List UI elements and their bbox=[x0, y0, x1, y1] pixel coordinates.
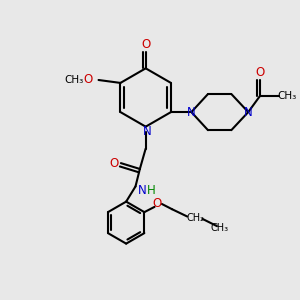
Text: H: H bbox=[147, 184, 156, 197]
Text: O: O bbox=[141, 38, 150, 51]
Text: N: N bbox=[143, 125, 152, 138]
Text: N: N bbox=[244, 106, 253, 118]
Text: O: O bbox=[83, 74, 92, 86]
Text: N: N bbox=[187, 106, 196, 118]
Text: CH₃: CH₃ bbox=[64, 75, 83, 85]
Text: CH₂: CH₂ bbox=[186, 213, 204, 223]
Text: N: N bbox=[137, 184, 146, 197]
Text: CH₃: CH₃ bbox=[210, 223, 228, 232]
Text: O: O bbox=[110, 157, 119, 169]
Text: O: O bbox=[153, 197, 162, 211]
Text: CH₃: CH₃ bbox=[277, 91, 296, 101]
Text: O: O bbox=[255, 66, 265, 79]
